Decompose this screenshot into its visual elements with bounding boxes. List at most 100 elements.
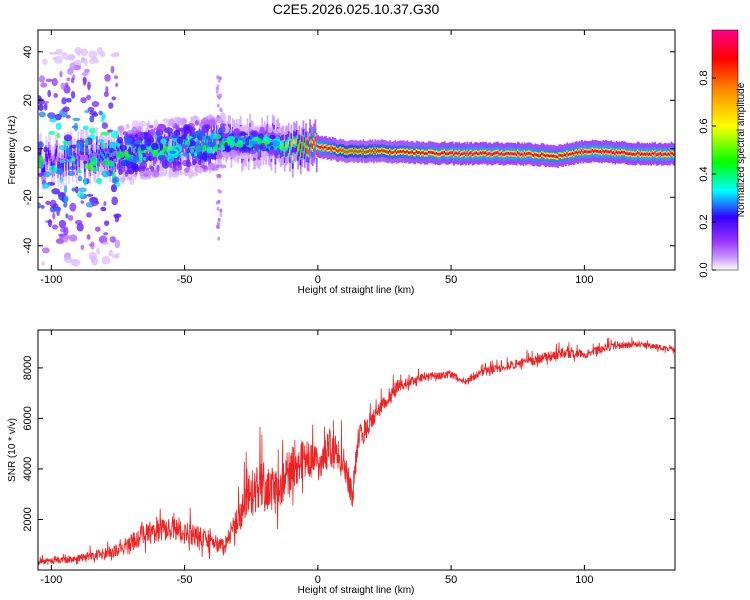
colorbar-tick-label: 0.2 <box>698 214 710 229</box>
snr-y-ticks: 2000 4000 6000 8000 <box>22 356 675 532</box>
heatmap-cell <box>482 151 485 154</box>
heatmap-cell <box>450 151 453 154</box>
heatmap-cell <box>485 151 487 155</box>
heatmap-cell <box>185 140 188 146</box>
heatmap-cell <box>149 147 152 153</box>
heatmap-cell <box>110 184 118 193</box>
heatmap-cell <box>454 151 457 155</box>
heatmap-cell <box>211 138 214 144</box>
heatmap-cell <box>43 167 46 173</box>
heatmap-cell <box>389 149 391 153</box>
x-tick-label: -50 <box>177 574 193 586</box>
heatmap-cell <box>56 132 60 139</box>
heatmap-cell <box>594 149 597 153</box>
heatmap-cell <box>70 90 76 99</box>
heatmap-cell <box>644 153 647 156</box>
heatmap-cell <box>541 152 543 156</box>
heatmap-cell <box>361 150 363 154</box>
heatmap-cell <box>570 152 573 156</box>
heatmap-cell <box>173 164 183 171</box>
heatmap-cell <box>655 153 658 157</box>
heatmap-cell <box>426 152 429 156</box>
heatmap-cell <box>45 153 48 159</box>
heatmap-cell <box>346 150 349 154</box>
heatmap-cell <box>636 151 639 154</box>
heatmap-cell <box>605 149 607 153</box>
heatmap-cell <box>522 153 525 157</box>
heatmap-cell <box>217 217 221 222</box>
heatmap-cell <box>393 150 395 154</box>
heatmap-cell <box>215 200 219 205</box>
heatmap-cell <box>90 151 93 156</box>
heatmap-cell <box>327 147 330 150</box>
heatmap-cell <box>216 83 220 88</box>
heatmap-cell <box>518 152 521 155</box>
heatmap-cell <box>75 162 78 167</box>
heatmap-cell <box>137 146 142 156</box>
heatmap-cell <box>101 255 111 265</box>
heatmap-cell <box>398 150 401 154</box>
x-tick-label: 100 <box>575 274 593 286</box>
heatmap-cell <box>447 152 450 155</box>
heatmap-cell <box>48 51 58 56</box>
heatmap-cell <box>627 152 630 156</box>
colorbar <box>711 29 739 271</box>
heatmap-cell <box>80 57 86 63</box>
heatmap-cell <box>495 151 498 155</box>
heatmap-cell <box>114 214 120 223</box>
heatmap-cell <box>474 151 477 155</box>
heatmap-cell <box>254 126 261 131</box>
heatmap-cell <box>216 150 220 155</box>
x-tick-label: -100 <box>40 274 62 286</box>
heatmap-cell <box>463 151 466 155</box>
heatmap-cell <box>59 177 64 183</box>
heatmap-cell <box>607 150 610 154</box>
heatmap-cell <box>146 146 153 150</box>
heatmap-cell <box>571 151 574 155</box>
heatmap-cell <box>319 146 322 149</box>
heatmap-cell <box>362 148 365 152</box>
heatmap-cell <box>182 152 189 157</box>
heatmap-cell <box>65 97 72 103</box>
heatmap-cell <box>143 173 149 178</box>
heatmap-cell <box>100 206 107 212</box>
heatmap-cell <box>38 75 46 83</box>
heatmap-cell <box>84 58 88 67</box>
heatmap-cell <box>72 117 81 122</box>
colorbar-tick-label: 0.6 <box>698 118 710 133</box>
heatmap-cell <box>87 81 91 91</box>
heatmap-cell <box>417 151 419 154</box>
heatmap-cell <box>218 93 222 98</box>
heatmap-cell <box>167 145 172 150</box>
heatmap-cell <box>587 150 590 154</box>
heatmap-cell <box>58 219 67 229</box>
heatmap-cell <box>339 148 342 151</box>
heatmap-cell <box>55 148 58 154</box>
heatmap-cell <box>261 150 265 159</box>
heatmap-cell <box>208 162 216 171</box>
heatmap-cell <box>86 234 91 240</box>
heatmap-cell <box>295 138 298 144</box>
heatmap-cell <box>69 166 76 170</box>
heatmap-cell <box>409 151 411 155</box>
heatmap-cell <box>108 147 115 154</box>
heatmap-cell <box>217 78 221 83</box>
heatmap-cell <box>527 151 530 155</box>
heatmap-cell <box>62 163 65 169</box>
heatmap-cell <box>100 131 110 136</box>
heatmap-cell <box>125 123 130 130</box>
heatmap-cell <box>67 162 70 167</box>
heatmap-cell <box>65 57 70 61</box>
heatmap-cell <box>123 136 132 146</box>
heatmap-cell <box>646 152 649 155</box>
heatmap-cell <box>603 150 606 154</box>
heatmap-cell <box>249 131 251 137</box>
heatmap-cell <box>287 139 290 145</box>
heatmap-cell <box>422 151 425 154</box>
heatmap-cell <box>47 219 53 228</box>
heatmap-cell <box>543 153 546 157</box>
heatmap-cell <box>282 142 285 148</box>
heatmap-cell <box>101 151 104 157</box>
heatmap-cell <box>563 153 566 156</box>
heatmap-cell <box>215 134 222 140</box>
